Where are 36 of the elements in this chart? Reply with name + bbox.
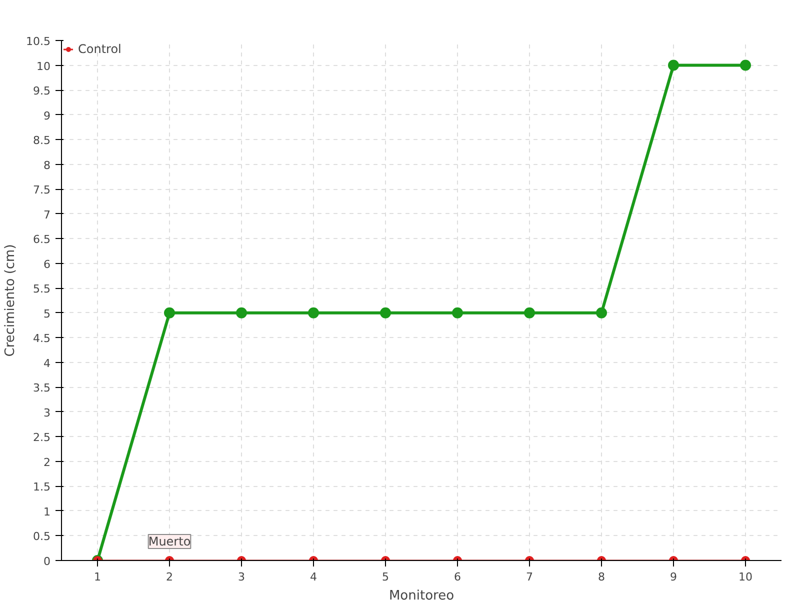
- y-tick-label: 4.5: [33, 332, 51, 346]
- y-tick-label: 0: [44, 555, 50, 568]
- x-tick-label: 10: [738, 570, 752, 584]
- y-tick-label: 1.5: [33, 480, 51, 494]
- y-tick-label: 7: [44, 208, 50, 222]
- x-axis-title: Monitoreo: [388, 588, 454, 600]
- legend-label: Control: [78, 42, 122, 56]
- y-tick-label: 6: [44, 258, 50, 271]
- annotation: Muerto: [148, 534, 191, 548]
- y-tick-label: 3.5: [33, 382, 51, 395]
- x-tick-label: 7: [526, 570, 533, 584]
- y-tick-label: 0.5: [33, 530, 51, 544]
- x-tick-label: 8: [598, 570, 605, 584]
- y-tick-label: 9.5: [33, 84, 51, 98]
- y-tick-label: 5.5: [33, 282, 51, 296]
- y-tick-label: 2.5: [33, 431, 51, 444]
- x-tick-label: 4: [310, 570, 317, 584]
- y-tick-label: 6.5: [33, 233, 51, 246]
- y-tick-label: 8: [44, 158, 50, 172]
- y-tick-label: 4: [44, 356, 50, 370]
- y-tick-label: 1: [44, 505, 50, 518]
- y-tick-label: 3: [44, 406, 50, 420]
- y-tick-label: 5: [44, 307, 50, 320]
- y-tick-label: 10.5: [26, 35, 51, 48]
- y-tick-label: 7.5: [33, 184, 51, 197]
- x-tick-label: 2: [166, 570, 173, 584]
- x-tick-label: 5: [382, 570, 389, 584]
- y-tick-label: 8.5: [33, 134, 51, 148]
- x-tick-label: 9: [670, 570, 677, 584]
- y-axis-title: Crecimiento (cm): [3, 244, 18, 357]
- x-tick-label: 3: [238, 570, 245, 584]
- x-tick-label: 1: [94, 570, 101, 584]
- y-tick-label: 10: [36, 60, 51, 73]
- y-tick-label: 9: [44, 109, 50, 122]
- x-tick-label: 6: [454, 570, 461, 584]
- y-tick-label: 2: [44, 456, 50, 469]
